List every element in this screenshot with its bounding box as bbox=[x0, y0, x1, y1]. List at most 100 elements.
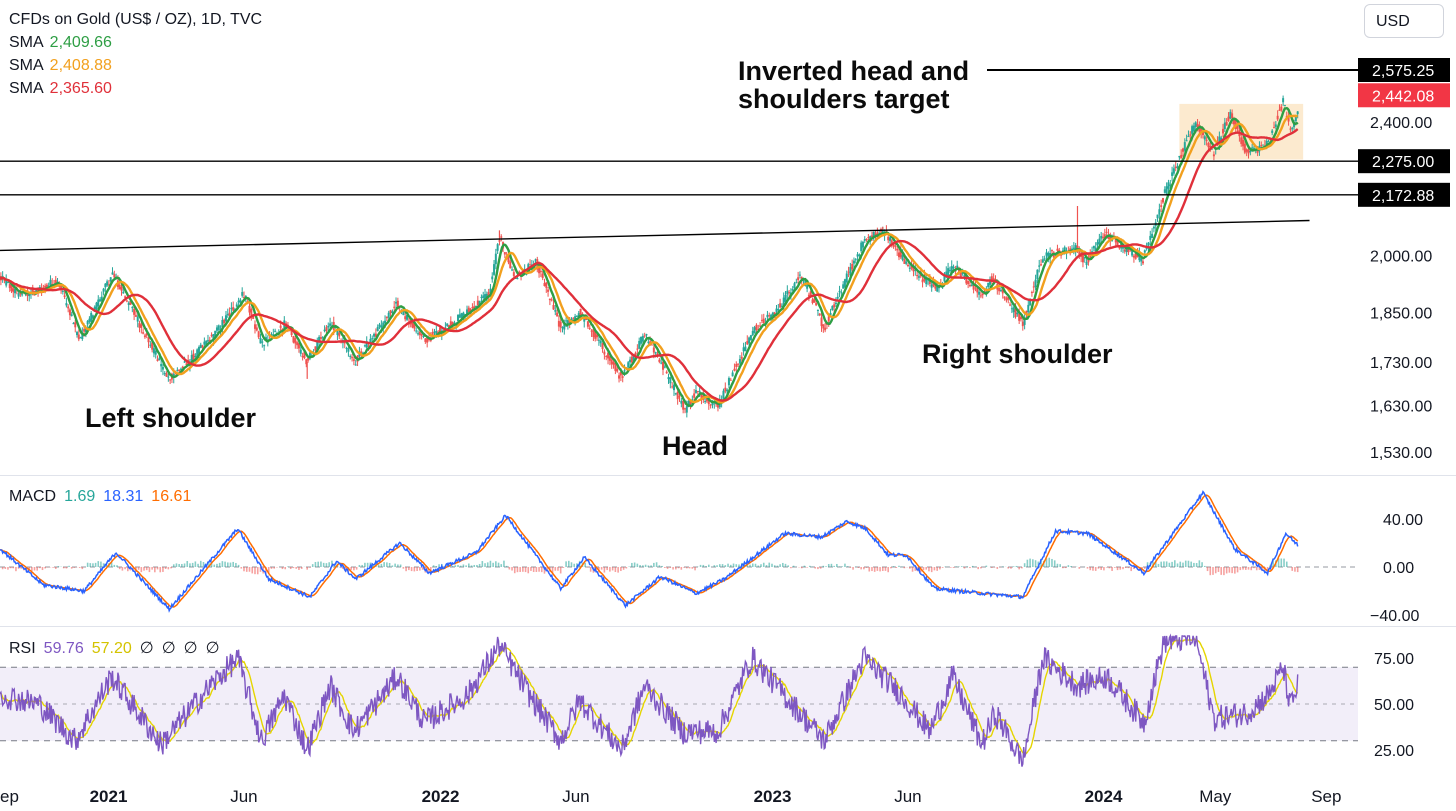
macd-histogram-bar bbox=[827, 564, 830, 567]
macd-histogram-bar bbox=[478, 563, 481, 567]
macd-histogram-bar bbox=[240, 567, 243, 569]
candle-body bbox=[700, 394, 703, 400]
sma-value: 2,408.88 bbox=[49, 57, 112, 74]
macd-histogram-bar bbox=[402, 567, 405, 569]
candle-body bbox=[1282, 98, 1285, 103]
candle-body bbox=[129, 300, 132, 305]
macd-histogram-bar bbox=[1242, 567, 1244, 570]
candle-body bbox=[307, 358, 310, 361]
macd-histogram-bar bbox=[33, 567, 36, 571]
candle-body bbox=[503, 252, 506, 255]
candle-body bbox=[858, 254, 861, 256]
macd-histogram-bar bbox=[969, 567, 971, 569]
candle-body bbox=[1072, 247, 1075, 249]
candle-body bbox=[6, 282, 9, 284]
candle-body bbox=[972, 282, 975, 290]
candle-body bbox=[367, 345, 370, 347]
candle-body bbox=[1196, 123, 1199, 127]
macd-histogram-bar bbox=[622, 567, 625, 570]
candle-body bbox=[698, 390, 701, 392]
macd-histogram-bar bbox=[925, 567, 928, 570]
candle-body bbox=[870, 235, 873, 237]
macd-histogram-bar bbox=[1124, 567, 1127, 568]
candle-body bbox=[145, 333, 148, 336]
sma-label: SMA bbox=[9, 34, 44, 51]
macd-histogram-bar bbox=[677, 567, 680, 569]
macd-histogram-bar bbox=[1122, 567, 1124, 570]
candle-body bbox=[142, 332, 145, 334]
macd-tick-label: 40.00 bbox=[1383, 512, 1423, 529]
candle-body bbox=[484, 294, 487, 301]
candle-body bbox=[487, 292, 490, 298]
candle-body bbox=[252, 316, 255, 319]
candle-body bbox=[183, 361, 186, 363]
macd-histogram-bar bbox=[966, 566, 969, 567]
candle-body bbox=[961, 272, 964, 275]
candle-body bbox=[557, 320, 560, 327]
candle-body bbox=[603, 351, 606, 355]
candle-body bbox=[185, 363, 188, 365]
macd-histogram-bar bbox=[270, 567, 273, 569]
candle-body bbox=[382, 322, 385, 328]
macd-histogram-bar bbox=[898, 565, 900, 567]
macd-histogram-bar bbox=[226, 562, 229, 567]
macd-histogram-bar bbox=[631, 562, 633, 567]
macd-histogram-bar bbox=[1201, 562, 1203, 567]
candle-body bbox=[124, 296, 127, 298]
macd-histogram-bar bbox=[1032, 559, 1034, 567]
macd-histogram-bar bbox=[1247, 567, 1250, 570]
level-price-tag-bg bbox=[1358, 182, 1450, 207]
candle-body bbox=[354, 364, 357, 366]
time-tick-label: 2022 bbox=[422, 787, 460, 806]
candle-body bbox=[594, 331, 597, 339]
macd-histogram-bar bbox=[718, 564, 721, 567]
macd-histogram-bar bbox=[1182, 562, 1184, 567]
macd-histogram-bar bbox=[421, 567, 424, 570]
macd-histogram-bar bbox=[486, 562, 489, 567]
candle-body bbox=[676, 391, 679, 400]
candle-body bbox=[1289, 128, 1292, 130]
candle-body bbox=[682, 400, 685, 410]
candle-body bbox=[563, 324, 566, 330]
candle-body bbox=[689, 400, 692, 405]
macd-histogram-bar bbox=[218, 562, 221, 567]
candle-body bbox=[994, 279, 997, 281]
macd-histogram-bar bbox=[210, 561, 213, 567]
candle-body bbox=[224, 315, 227, 322]
candle-body bbox=[782, 297, 785, 306]
candle-body bbox=[753, 327, 756, 334]
candle-body bbox=[1085, 262, 1088, 265]
macd-histogram-bar bbox=[819, 567, 822, 569]
macd-histogram-bar bbox=[1119, 567, 1122, 570]
candle-body bbox=[989, 279, 992, 285]
macd-histogram-bar bbox=[633, 562, 636, 567]
candle-body bbox=[5, 280, 8, 286]
candle-body bbox=[1056, 248, 1059, 251]
candle-body bbox=[795, 282, 798, 284]
candle-body bbox=[894, 245, 897, 247]
macd-histogram-bar bbox=[513, 567, 516, 574]
macd-histogram-bar bbox=[129, 567, 132, 571]
candle-body bbox=[748, 337, 751, 344]
macd-histogram-bar bbox=[1086, 567, 1089, 569]
macd-histogram-bar bbox=[484, 563, 486, 567]
candle-body bbox=[1036, 269, 1039, 280]
candle-body bbox=[1145, 247, 1148, 250]
macd-histogram-bar bbox=[806, 567, 808, 568]
candle-body bbox=[318, 336, 321, 343]
macd-value: 18.31 bbox=[103, 488, 144, 505]
candle-body bbox=[297, 343, 300, 349]
candle-body bbox=[143, 335, 146, 338]
candle-body bbox=[619, 371, 622, 376]
macd-histogram-bar bbox=[1163, 561, 1165, 567]
macd-histogram-bar bbox=[570, 562, 573, 567]
candle-body bbox=[780, 305, 783, 307]
macd-histogram-bar bbox=[680, 567, 683, 570]
candle-body bbox=[1236, 125, 1239, 129]
currency-button[interactable]: USD bbox=[1364, 4, 1444, 38]
macd-histogram-bar bbox=[229, 562, 232, 567]
candle-body bbox=[196, 349, 199, 357]
macd-histogram-bar bbox=[1160, 561, 1162, 567]
candle-body bbox=[566, 320, 569, 326]
price-tick-label: 2,400.00 bbox=[1370, 115, 1432, 132]
